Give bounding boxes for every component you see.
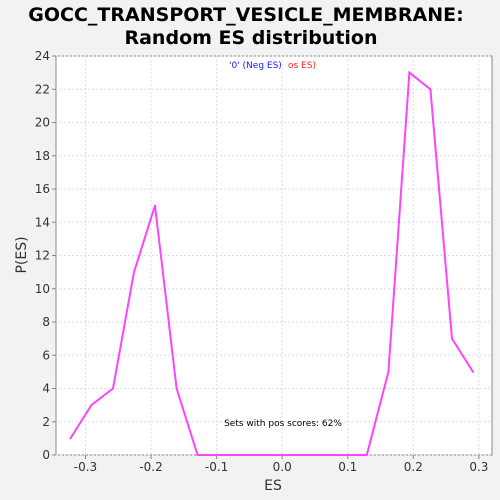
- y-tick-label: 10: [35, 282, 50, 296]
- series-point: [471, 370, 474, 373]
- series-point: [154, 204, 157, 207]
- y-tick-label: 16: [35, 182, 50, 196]
- y-tick-label: 12: [35, 249, 50, 263]
- x-tick-label: 0.3: [469, 460, 488, 474]
- y-tick-label: 4: [42, 382, 50, 396]
- series-point: [387, 370, 390, 373]
- x-tick-label: -0.1: [205, 460, 228, 474]
- y-tick-label: 18: [35, 149, 50, 163]
- series-point: [344, 454, 347, 456]
- x-axis-label: ES: [264, 478, 282, 494]
- series-line: [69, 70, 474, 456]
- series-point: [112, 387, 115, 390]
- y-tick-label: 2: [42, 415, 50, 429]
- series-point: [69, 437, 72, 440]
- series-point: [302, 454, 305, 456]
- y-tick-label: 0: [42, 448, 50, 462]
- series-point: [175, 387, 178, 390]
- series-point: [196, 454, 199, 456]
- series-point: [408, 71, 411, 74]
- y-tick-label: 6: [42, 348, 50, 362]
- series-point: [365, 454, 368, 456]
- y-axis-label: P(ES): [14, 236, 30, 273]
- series-group: [69, 70, 474, 456]
- grid: [56, 55, 492, 456]
- legend-neg: '0' (Neg ES): [229, 61, 282, 71]
- chart-title-line1: GOCC_TRANSPORT_VESICLE_MEMBRANE:: [28, 4, 463, 26]
- series-point: [90, 404, 93, 407]
- y-tick-label: 20: [35, 116, 50, 130]
- annotation: Sets with pos scores: 62%: [224, 419, 342, 429]
- series-point: [429, 88, 432, 91]
- legend-pos: os ES): [288, 61, 316, 71]
- series-point: [217, 454, 220, 456]
- x-tick-label: 0.1: [338, 460, 357, 474]
- legend: '0' (Neg ES) os ES): [229, 61, 316, 71]
- x-tick-label: -0.2: [139, 460, 162, 474]
- x-tick-label: 0.2: [404, 460, 423, 474]
- x-tick-label: 0.0: [273, 460, 292, 474]
- y-tick-label: 24: [35, 49, 50, 63]
- y-tick-label: 8: [42, 315, 50, 329]
- series-point: [133, 271, 136, 274]
- series-point: [260, 454, 263, 456]
- series-point: [239, 454, 242, 456]
- series-point: [451, 337, 454, 340]
- series-point: [281, 454, 284, 456]
- x-tick-label: -0.3: [74, 460, 97, 474]
- series-point: [323, 454, 326, 456]
- chart-title-line2: Random ES distribution: [124, 27, 377, 49]
- x-axis-ticks: -0.3 -0.2 -0.1 0.0 0.1 0.2 0.3: [74, 455, 488, 474]
- y-tick-label: 14: [35, 215, 50, 229]
- y-tick-label: 22: [35, 82, 50, 96]
